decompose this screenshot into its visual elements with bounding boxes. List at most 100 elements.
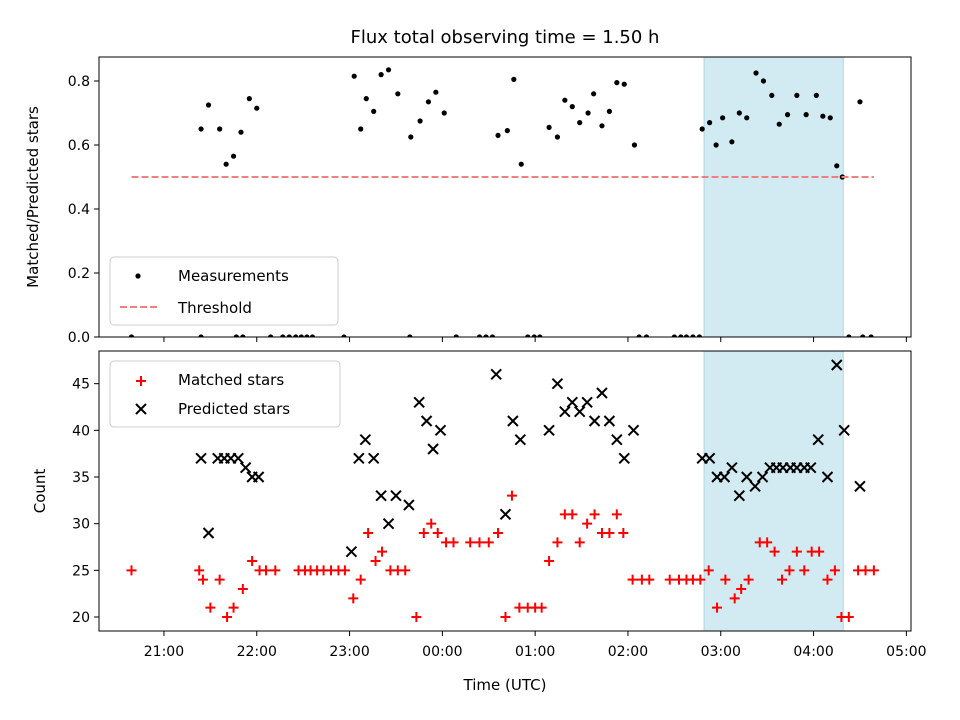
data-point — [860, 334, 866, 337]
y-tick-label: 0.4 — [68, 202, 90, 218]
data-point — [375, 489, 387, 502]
data-point — [591, 91, 597, 97]
data-point — [408, 134, 414, 140]
data-point — [536, 602, 547, 613]
data-point — [606, 108, 613, 114]
data-point — [720, 574, 731, 585]
data-point — [304, 334, 310, 337]
data-point — [603, 415, 616, 427]
data-point — [678, 334, 684, 337]
plot-area — [126, 359, 879, 622]
y-tick-label: 40 — [72, 423, 90, 439]
data-point — [777, 574, 788, 585]
data-point — [611, 509, 622, 520]
data-point — [495, 132, 501, 138]
data-point — [205, 602, 216, 613]
data-point — [230, 153, 237, 159]
axes-frame — [98, 56, 912, 338]
highlight-span — [703, 350, 844, 632]
data-point — [194, 565, 205, 576]
data-point — [860, 565, 871, 576]
data-point — [525, 334, 531, 337]
data-point — [546, 124, 552, 130]
data-point — [511, 76, 517, 82]
data-point — [359, 433, 372, 446]
data-point — [769, 546, 780, 557]
data-point — [240, 334, 246, 337]
y-tick-label: 0.0 — [68, 330, 90, 346]
legend-box — [109, 256, 339, 326]
data-point — [868, 565, 879, 576]
x-tick-label: 04:00 — [793, 644, 833, 660]
legend-label-threshold: Threshold — [177, 299, 252, 317]
legend-marker-measurements — [135, 273, 141, 279]
y-tick-label: 30 — [72, 517, 90, 533]
data-point — [749, 480, 761, 493]
data-point — [671, 334, 677, 337]
data-point — [309, 334, 316, 337]
data-point — [812, 433, 824, 446]
plot-area — [128, 67, 874, 337]
x-tick-label: 21:00 — [144, 644, 184, 660]
data-point — [743, 574, 754, 585]
data-point — [411, 612, 422, 622]
data-point — [618, 452, 630, 465]
data-point — [741, 471, 753, 483]
data-point — [829, 565, 840, 576]
data-point — [644, 574, 655, 585]
data-point — [813, 92, 819, 98]
data-point — [385, 67, 392, 73]
ratio-panel: 0.0 0.2 0.4 0.6 0.8 Matched/Predicted stars Me… — [24, 56, 912, 346]
data-point — [403, 499, 415, 511]
data-point — [643, 334, 650, 337]
data-point — [762, 537, 773, 548]
data-point — [246, 96, 252, 102]
data-point — [504, 128, 510, 134]
legend-box — [109, 360, 341, 428]
data-point — [559, 405, 571, 418]
data-point — [293, 334, 299, 337]
y-tick-label: 25 — [72, 563, 90, 579]
data-point — [868, 334, 874, 337]
data-point — [726, 461, 738, 474]
data-point — [237, 584, 248, 594]
data-point — [426, 518, 437, 529]
data-point — [585, 110, 591, 116]
data-point — [604, 528, 615, 538]
data-point — [476, 334, 483, 337]
legend-label-predicted: Predicted stars — [178, 400, 290, 418]
data-point — [500, 612, 511, 622]
data-point — [197, 574, 208, 585]
data-point — [345, 545, 358, 558]
data-point — [803, 112, 809, 118]
data-point — [713, 142, 719, 148]
data-point — [390, 489, 402, 502]
data-point — [198, 126, 204, 132]
data-point — [562, 97, 568, 103]
data-point — [831, 359, 843, 371]
x-axis-label: Time (UTC) — [463, 676, 547, 694]
y-tick-label: 0.2 — [68, 266, 90, 282]
data-point — [474, 537, 485, 548]
legend-label-measurements: Measurements — [178, 267, 289, 285]
data-point — [355, 574, 366, 585]
legend: Matched stars Predicted stars — [109, 360, 341, 428]
data-point — [507, 415, 519, 427]
data-point — [233, 334, 239, 337]
data-point — [814, 546, 825, 557]
data-point — [569, 104, 575, 110]
data-point — [618, 528, 629, 538]
data-point — [433, 89, 439, 95]
y-tick-label: 35 — [72, 470, 90, 486]
data-point — [736, 584, 747, 594]
data-point — [827, 115, 833, 121]
data-point — [733, 489, 746, 502]
data-point — [339, 565, 350, 576]
data-point — [664, 574, 675, 585]
data-point — [126, 565, 137, 576]
x-tick-label: 00:00 — [422, 644, 462, 660]
data-point — [286, 334, 292, 337]
data-point — [363, 96, 369, 102]
data-point — [254, 105, 260, 111]
data-point — [382, 517, 395, 530]
